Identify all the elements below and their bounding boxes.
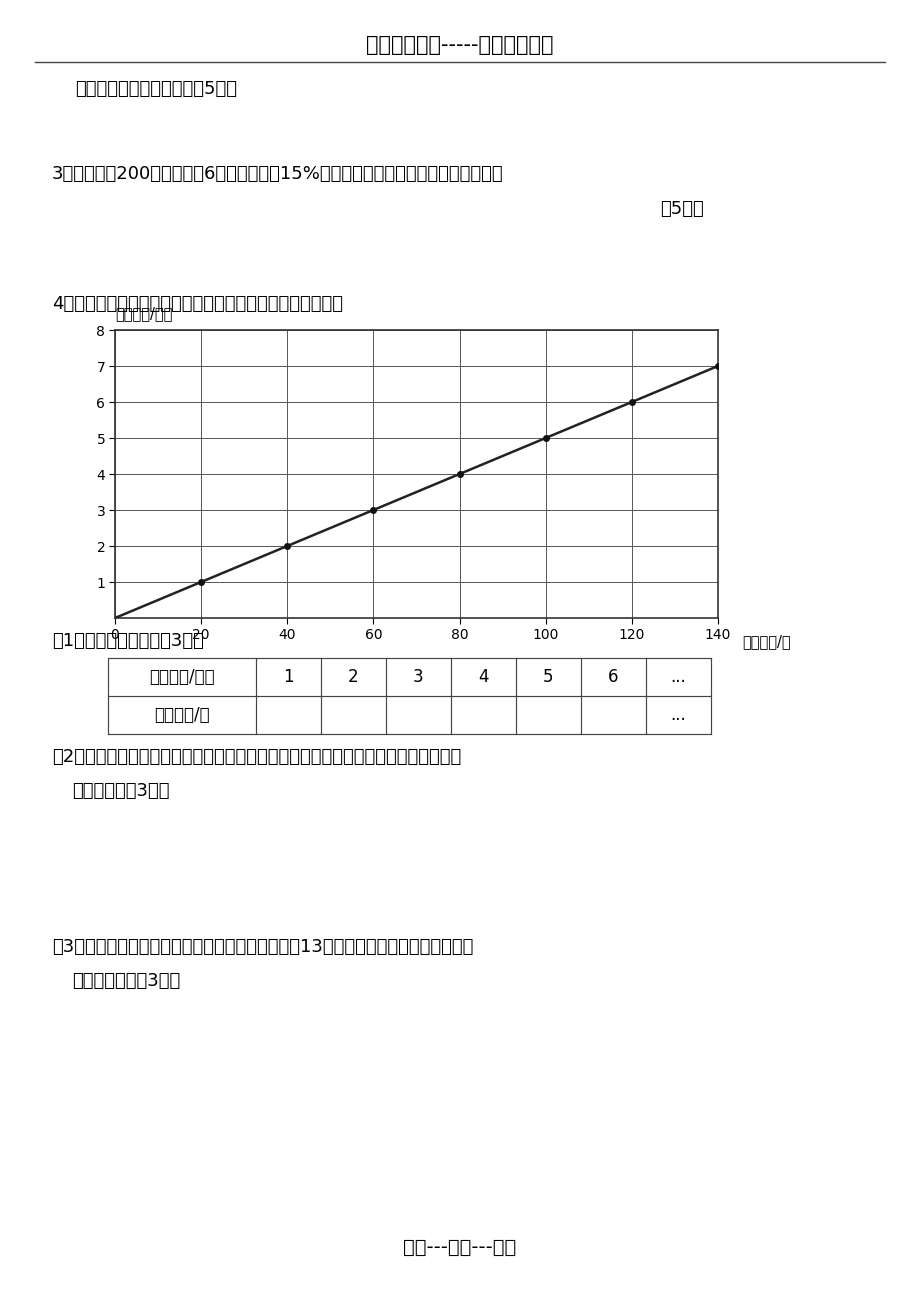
Text: 1: 1 [283, 668, 293, 686]
Text: （3）在这幅地图上，量得甲、乙两地的图上距离是13厘米，那么甲、乙两地的实际距: （3）在这幅地图上，量得甲、乙两地的图上距离是13厘米，那么甲、乙两地的实际距 [52, 939, 473, 956]
Text: 专心---专注---专业: 专心---专注---专业 [403, 1238, 516, 1257]
Text: 实际距离/米: 实际距离/米 [154, 706, 210, 724]
Text: 图上距离/厘米: 图上距离/厘米 [149, 668, 214, 686]
Text: 什么比例。（3分）: 什么比例。（3分） [72, 783, 169, 800]
Text: 3．修一条长200米的路，前6天修了全长的15%，照这样计算，修完全程还要多少天？: 3．修一条长200米的路，前6天修了全长的15%，照这样计算，修完全程还要多少天… [52, 165, 503, 183]
Text: 精选优质文档-----倾情为你奉上: 精选优质文档-----倾情为你奉上 [366, 35, 553, 55]
Text: 根，可以换旧管多少根？（5分）: 根，可以换旧管多少根？（5分） [75, 81, 237, 98]
Text: 5: 5 [542, 668, 553, 686]
Text: 图上距离/厘米: 图上距离/厘米 [115, 307, 172, 321]
Text: ...: ... [670, 668, 686, 686]
Text: 3: 3 [413, 668, 424, 686]
Text: （5分）: （5分） [659, 200, 703, 218]
Text: 离是多少米？（3分）: 离是多少米？（3分） [72, 972, 180, 991]
Text: 2: 2 [347, 668, 358, 686]
Text: 6: 6 [607, 668, 618, 686]
Text: 4: 4 [478, 668, 488, 686]
Text: ...: ... [670, 706, 686, 724]
Text: （2）根据上面的图像，你能说出这幅地图的比例尺是多少吗？图上距离与实际距离成: （2）根据上面的图像，你能说出这幅地图的比例尺是多少吗？图上距离与实际距离成 [52, 747, 460, 766]
Text: 实际距离/米: 实际距离/米 [742, 634, 790, 649]
Text: （1）看图填写下表。（3分）: （1）看图填写下表。（3分） [52, 632, 204, 650]
Text: 4．下图的图像表示一幅地图的图上距离和实际距离的关系。: 4．下图的图像表示一幅地图的图上距离和实际距离的关系。 [52, 295, 343, 313]
